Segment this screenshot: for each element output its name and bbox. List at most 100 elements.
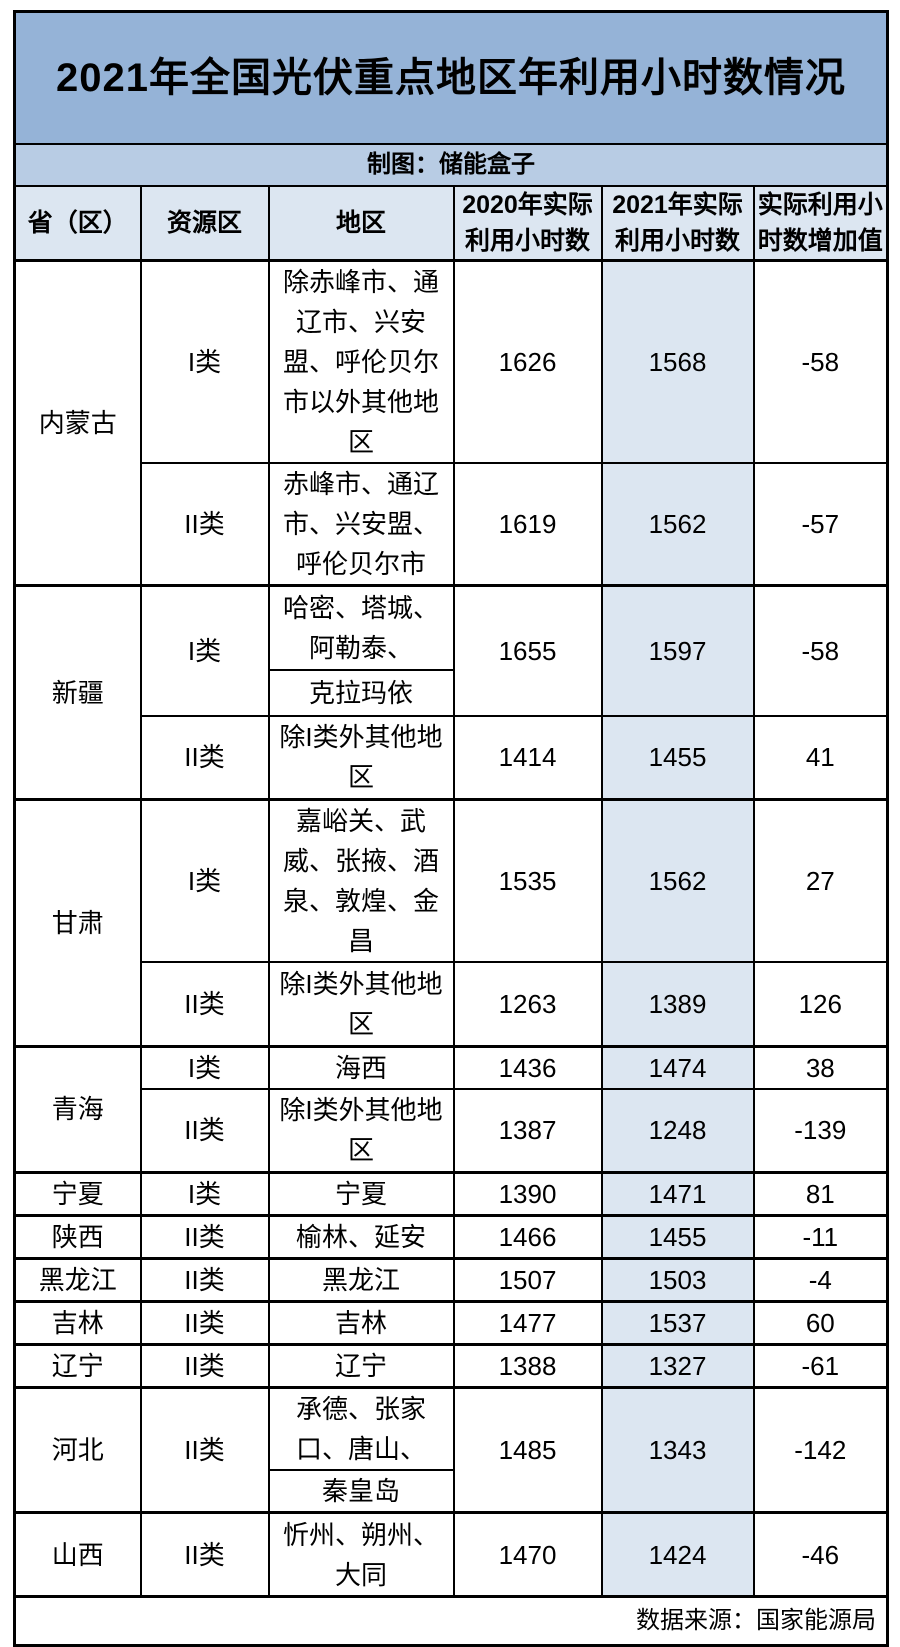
province-cell: 辽宁 <box>13 1343 142 1389</box>
region-cell: 黑龙江 <box>267 1257 455 1303</box>
province-cell: 陕西 <box>13 1214 142 1260</box>
hours-2020-cell: 1535 <box>452 798 603 963</box>
zone-cell: II类 <box>139 961 270 1047</box>
table-row: II类 除I类外其他地区 1263 1389 126 <box>15 961 889 1047</box>
table-row: 甘肃 I类 嘉峪关、武威、张掖、酒泉、敦煌、金昌 1535 1562 27 <box>13 798 889 1047</box>
region-cell: 除I类外其他地区 <box>267 714 455 801</box>
zone-cell: II类 <box>139 1300 270 1346</box>
hours-2020-cell: 1485 <box>452 1386 603 1514</box>
column-header-region: 地区 <box>267 185 455 262</box>
zone-cell: II类 <box>139 462 270 587</box>
delta-cell: -139 <box>752 1087 889 1174</box>
delta-cell: 81 <box>752 1171 889 1217</box>
hours-2021-cell: 1455 <box>600 714 755 801</box>
infographic-sheet: 2021年全国光伏重点地区年利用小时数情况 制图：储能盒子 省（区） 资源区 地… <box>13 10 890 1647</box>
table-row: 内蒙古 I类 除赤峰市、通辽市、兴安盟、呼伦贝尔市以外其他地区 1626 156… <box>13 259 889 587</box>
region-cell: 赤峰市、通辽市、兴安盟、呼伦贝尔市 <box>267 462 455 587</box>
table-row: 新疆 I类 哈密、塔城、阿勒泰、 1655 1597 -58 <box>13 584 889 801</box>
hours-2020-cell: 1655 <box>452 584 603 717</box>
delta-cell: -58 <box>752 259 889 464</box>
hours-2021-cell: 1327 <box>600 1343 755 1389</box>
hours-2020-cell: 1390 <box>452 1171 603 1217</box>
hours-2021-cell: 1389 <box>600 961 755 1047</box>
hours-2021-cell: 1562 <box>600 462 755 587</box>
province-cell: 青海 <box>13 1044 142 1174</box>
province-cell: 新疆 <box>13 584 142 801</box>
zone-cell: II类 <box>139 1511 270 1598</box>
region-cell: 辽宁 <box>267 1343 455 1389</box>
hours-2021-cell: 1424 <box>600 1511 755 1598</box>
region-cell: 嘉峪关、武威、张掖、酒泉、敦煌、金昌 <box>267 798 455 963</box>
credit-line: 制图：储能盒子 <box>13 143 889 187</box>
region-cell: 克拉玛依 <box>267 668 455 717</box>
delta-cell: 126 <box>752 961 889 1047</box>
delta-cell: -58 <box>752 584 889 717</box>
hours-2021-cell: 1597 <box>600 584 755 717</box>
hours-2021-cell: 1568 <box>600 259 755 464</box>
delta-cell: 41 <box>752 714 889 801</box>
hours-2021-cell: 1471 <box>600 1171 755 1217</box>
hours-2021-cell: 1562 <box>600 798 755 963</box>
zone-cell: I类 <box>139 1171 270 1217</box>
zone-cell: I类 <box>139 259 270 464</box>
column-header-hours-2020: 2020年实际 利用小时数 <box>452 185 603 262</box>
province-cell: 黑龙江 <box>13 1257 142 1303</box>
delta-cell: 60 <box>752 1300 889 1346</box>
table-row: 青海 I类 海西 1436 1474 38 <box>13 1044 889 1174</box>
table-row: II类 除I类外其他地区 1414 1455 41 <box>15 714 889 801</box>
hours-2020-cell: 1619 <box>452 462 603 587</box>
column-header-row: 省（区） 资源区 地区 2020年实际 利用小时数 2021年实际 利用小时数 … <box>13 185 889 262</box>
data-source-note: 数据来源：国家能源局 <box>13 1595 889 1647</box>
region-cell: 海西 <box>267 1044 455 1090</box>
table-row: 山西 II类 忻州、朔州、大同 1470 1424 -46 <box>13 1511 889 1598</box>
delta-cell: -57 <box>752 462 889 587</box>
hours-2021-cell: 1248 <box>600 1087 755 1174</box>
delta-cell: -142 <box>752 1386 889 1514</box>
table-row: 克拉玛依 <box>15 668 888 717</box>
table-row: 陕西 II类 榆林、延安 1466 1455 -11 <box>13 1214 889 1260</box>
hours-2020-cell: 1263 <box>452 961 603 1047</box>
table-row: 辽宁 II类 辽宁 1388 1327 -61 <box>13 1343 889 1389</box>
column-header-hours-2021: 2021年实际 利用小时数 <box>600 185 755 262</box>
table-row: 宁夏 I类 宁夏 1390 1471 81 <box>13 1171 889 1217</box>
source-row: 数据来源：国家能源局 <box>13 1595 889 1647</box>
table-row: 吉林 II类 吉林 1477 1537 60 <box>13 1300 889 1346</box>
column-header-province: 省（区） <box>13 185 142 262</box>
delta-cell: 38 <box>752 1044 889 1090</box>
hours-2021-cell: 1474 <box>600 1044 755 1090</box>
table-row: II类 除I类外其他地区 1387 1248 -139 <box>15 1087 889 1174</box>
hours-2020-cell: 1470 <box>452 1511 603 1598</box>
province-cell: 山西 <box>13 1511 142 1598</box>
hours-2021-cell: 1455 <box>600 1214 755 1260</box>
delta-cell: -61 <box>752 1343 889 1389</box>
hours-2021-cell: 1537 <box>600 1300 755 1346</box>
zone-cell: I类 <box>139 584 270 717</box>
utilization-table: 2021年全国光伏重点地区年利用小时数情况 制图：储能盒子 省（区） 资源区 地… <box>13 10 890 1647</box>
province-cell: 甘肃 <box>13 798 142 1047</box>
hours-2020-cell: 1388 <box>452 1343 603 1389</box>
hours-2020-cell: 1507 <box>452 1257 603 1303</box>
zone-cell: I类 <box>139 1044 270 1090</box>
column-header-delta: 实际利用小 时数增加值 <box>752 185 889 262</box>
province-cell: 内蒙古 <box>13 259 142 587</box>
delta-cell: -46 <box>752 1511 889 1598</box>
province-cell: 吉林 <box>13 1300 142 1346</box>
hours-2020-cell: 1414 <box>452 714 603 801</box>
delta-cell: -4 <box>752 1257 889 1303</box>
zone-cell: II类 <box>139 1257 270 1303</box>
delta-cell: -11 <box>752 1214 889 1260</box>
zone-cell: II类 <box>139 1087 270 1174</box>
region-cell: 除I类外其他地区 <box>267 961 455 1047</box>
zone-cell: II类 <box>139 1214 270 1260</box>
table-row: II类 赤峰市、通辽市、兴安盟、呼伦贝尔市 1619 1562 -57 <box>15 462 889 587</box>
zone-cell: II类 <box>139 1386 270 1514</box>
zone-cell: II类 <box>139 1343 270 1389</box>
page-title: 2021年全国光伏重点地区年利用小时数情况 <box>13 10 889 145</box>
region-cell: 秦皇岛 <box>267 1469 455 1514</box>
title-row: 2021年全国光伏重点地区年利用小时数情况 <box>13 10 889 145</box>
hours-2020-cell: 1477 <box>452 1300 603 1346</box>
region-cell: 宁夏 <box>267 1171 455 1217</box>
credit-row: 制图：储能盒子 <box>13 143 889 187</box>
hours-2020-cell: 1626 <box>452 259 603 464</box>
delta-cell: 27 <box>752 798 889 963</box>
